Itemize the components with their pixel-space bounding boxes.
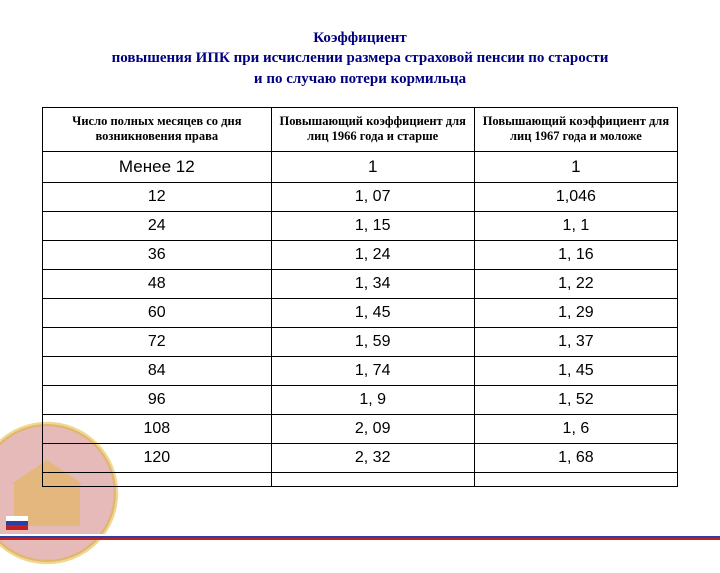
cell-coef-1967: 1, 37 [474, 328, 677, 357]
table-row-empty [43, 473, 678, 487]
cell-coef-1967: 1, 6 [474, 415, 677, 444]
cell-coef-1966: 2, 09 [271, 415, 474, 444]
cell-months: 108 [43, 415, 272, 444]
table-row: 12 1, 07 1,046 [43, 183, 678, 212]
cell-coef-1966: 1, 24 [271, 241, 474, 270]
title-line-2: повышения ИПК при исчислении размера стр… [40, 48, 680, 68]
cell-coef-1967: 1, 22 [474, 270, 677, 299]
cell-months: 48 [43, 270, 272, 299]
cell-coef-1966: 1, 34 [271, 270, 474, 299]
cell-coef-1966: 1, 74 [271, 357, 474, 386]
table-row: 36 1, 24 1, 16 [43, 241, 678, 270]
title-line-1: Коэффициент [40, 28, 680, 48]
cell-coef-1966: 1, 15 [271, 212, 474, 241]
table-row: 120 2, 32 1, 68 [43, 444, 678, 473]
cell-coef-1967: 1, 45 [474, 357, 677, 386]
table-row: 24 1, 15 1, 1 [43, 212, 678, 241]
cell-months: 84 [43, 357, 272, 386]
cell-coef-1966: 2, 32 [271, 444, 474, 473]
table-row: Менее 12 1 1 [43, 152, 678, 183]
table-row: 96 1, 9 1, 52 [43, 386, 678, 415]
table-header-row: Число полных месяцев со дня возникновени… [43, 107, 678, 151]
col-header-1967: Повышающий коэффициент для лиц 1967 года… [474, 107, 677, 151]
cell-months: Менее 12 [43, 152, 272, 183]
col-header-months: Число полных месяцев со дня возникновени… [43, 107, 272, 151]
cell-months: 36 [43, 241, 272, 270]
title-line-3: и по случаю потери кормильца [40, 69, 680, 89]
cell-months: 12 [43, 183, 272, 212]
cell-coef-1967: 1, 29 [474, 299, 677, 328]
table-row: 72 1, 59 1, 37 [43, 328, 678, 357]
cell-coef-1966: 1, 45 [271, 299, 474, 328]
cell-coef-1966: 1, 9 [271, 386, 474, 415]
coefficient-table-wrap: Число полных месяцев со дня возникновени… [0, 107, 720, 487]
cell-months: 24 [43, 212, 272, 241]
empty-cell [474, 473, 677, 487]
cell-coef-1967: 1 [474, 152, 677, 183]
col-header-1966: Повышающий коэффициент для лиц 1966 года… [271, 107, 474, 151]
cell-coef-1967: 1, 1 [474, 212, 677, 241]
cell-months: 96 [43, 386, 272, 415]
cell-coef-1967: 1, 52 [474, 386, 677, 415]
table-row: 84 1, 74 1, 45 [43, 357, 678, 386]
table-row: 60 1, 45 1, 29 [43, 299, 678, 328]
empty-cell [271, 473, 474, 487]
page-title: Коэффициент повышения ИПК при исчислении… [0, 0, 720, 107]
russia-flag-icon [6, 516, 28, 530]
table-body: Менее 12 1 1 12 1, 07 1,046 24 1, 15 1, … [43, 152, 678, 487]
table-row: 108 2, 09 1, 6 [43, 415, 678, 444]
empty-cell [43, 473, 272, 487]
cell-months: 120 [43, 444, 272, 473]
cell-months: 72 [43, 328, 272, 357]
cell-coef-1967: 1, 68 [474, 444, 677, 473]
cell-coef-1967: 1, 16 [474, 241, 677, 270]
cell-coef-1966: 1, 59 [271, 328, 474, 357]
cell-coef-1966: 1, 07 [271, 183, 474, 212]
footer-stripe [0, 534, 720, 540]
table-row: 48 1, 34 1, 22 [43, 270, 678, 299]
cell-coef-1967: 1,046 [474, 183, 677, 212]
cell-months: 60 [43, 299, 272, 328]
coefficient-table: Число полных месяцев со дня возникновени… [42, 107, 678, 487]
cell-coef-1966: 1 [271, 152, 474, 183]
